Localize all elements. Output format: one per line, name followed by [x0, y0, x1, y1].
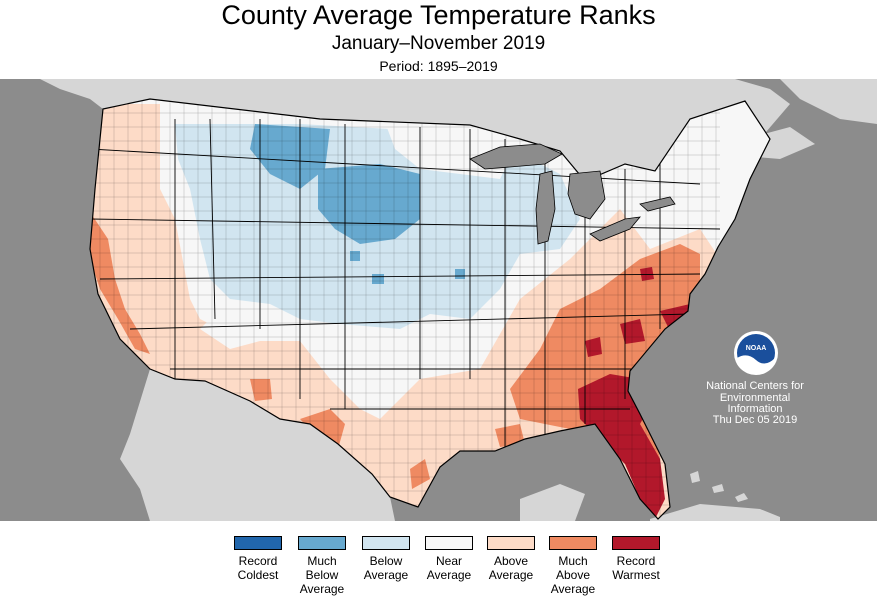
legend-label: Below Average — [363, 554, 409, 582]
legend-swatch — [234, 536, 282, 550]
legend-swatch — [487, 536, 535, 550]
legend-label: Near Average — [426, 554, 472, 582]
legend-label: Record Coldest — [237, 554, 279, 582]
lake-michigan — [535, 170, 556, 245]
legend-swatch — [425, 536, 473, 550]
lake-ontario — [639, 196, 676, 212]
credit-line-3: Information — [727, 403, 783, 415]
canada-land — [40, 79, 790, 181]
map-title: County Average Temperature Ranks — [221, 0, 656, 30]
legend-below: Below Average — [356, 536, 416, 582]
legend-swatch — [298, 536, 346, 550]
temperature-rank-map — [0, 79, 877, 521]
legend-swatch — [549, 536, 597, 550]
mexico-land — [120, 369, 395, 521]
legend-swatch — [612, 536, 660, 550]
legend-label: Above Average — [488, 554, 534, 582]
cuba-land — [650, 504, 780, 521]
legend-near: Near Average — [419, 536, 479, 582]
lake-erie — [589, 216, 641, 242]
map-subtitle: January–November 2019 — [331, 33, 546, 54]
credit-line-1: National Centers for — [706, 380, 804, 392]
legend-much-above: Much Above Average — [543, 536, 603, 596]
legend-much-below: Much Below Average — [292, 536, 352, 596]
credit-line-2: Environmental — [719, 392, 791, 404]
noaa-logo-icon: NOAA — [734, 331, 778, 375]
legend-swatch — [362, 536, 410, 550]
noaa-logo-text: NOAA — [746, 345, 767, 352]
legend-label: Much Below Average — [299, 554, 345, 596]
lake-superior — [469, 143, 563, 170]
bahamas-islands — [690, 471, 748, 502]
legend-above: Above Average — [481, 536, 541, 582]
yucatan-land — [520, 484, 585, 521]
baja-peninsula — [148, 369, 215, 504]
credit-date: Thu Dec 05 2019 — [712, 414, 798, 426]
legend-label: Record Warmest — [612, 554, 660, 582]
lake-huron — [567, 170, 606, 220]
legend-record-warmest: Record Warmest — [606, 536, 666, 582]
legend-record-coldest: Record Coldest — [228, 536, 288, 582]
newfoundland-land — [780, 79, 877, 124]
map-period: Period: 1895–2019 — [379, 58, 498, 74]
legend-label: Much Above Average — [550, 554, 596, 596]
